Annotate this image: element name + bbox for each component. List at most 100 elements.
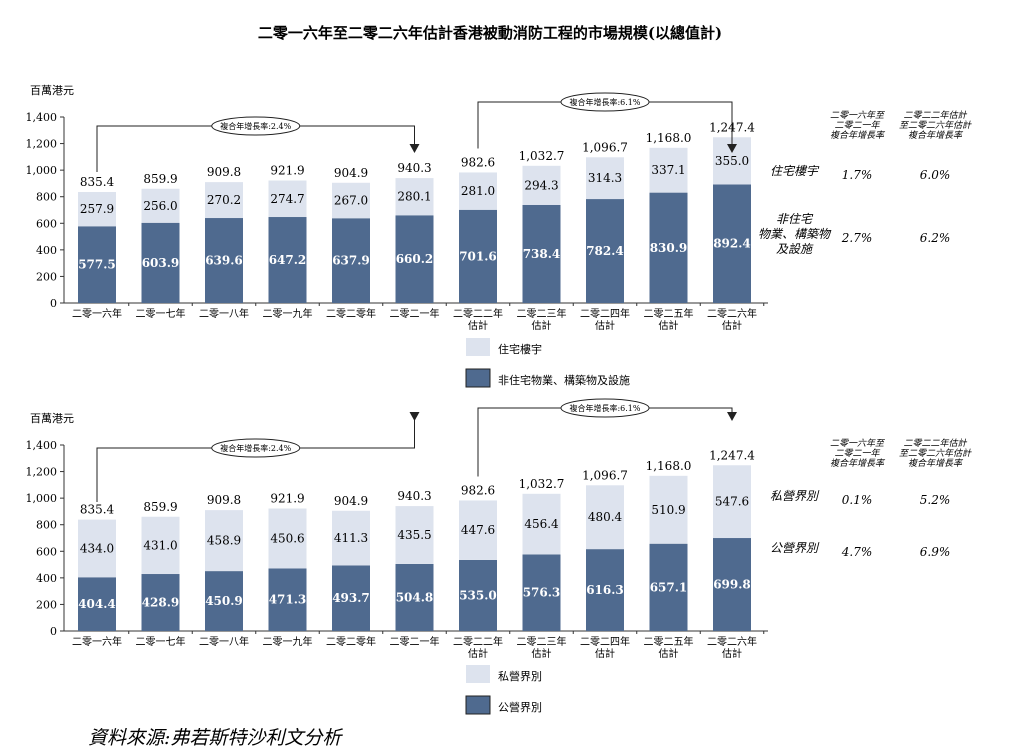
bar-dark: [649, 192, 688, 303]
x-category-label: 估計: [722, 319, 742, 332]
x-category-label: 二零二零年: [326, 635, 376, 648]
cagr-table-value: 5.2%: [920, 493, 951, 507]
bar-light: [141, 188, 180, 223]
x-category-label: 二零一六年: [72, 635, 122, 648]
bar-light-label: 355.0: [715, 154, 749, 168]
legend-label: 公營界別: [498, 701, 542, 714]
legend-swatch: [466, 338, 490, 356]
cagr-table-header: 二零二二年估計: [903, 438, 967, 449]
bar-light-label: 435.5: [397, 528, 431, 542]
bar-light: [459, 172, 497, 210]
legend-label: 非住宅物業、構築物及設施: [498, 373, 630, 387]
bar-light: [78, 519, 116, 578]
chart-private-public: 百萬港元 0 200 400 600 800 1,000 1,200 1,400 404.4 434…: [26, 398, 972, 715]
x-category-label: 二零一九年: [263, 307, 313, 320]
bar-dark-label: 493.7: [332, 591, 370, 605]
bar-dark-label: 616.3: [586, 583, 624, 597]
x-category-label: 二零二四年: [580, 307, 630, 320]
bar-dark: [395, 215, 434, 303]
bar-light: [268, 180, 307, 218]
cagr-table-row-name: 物業、構築物: [758, 227, 832, 241]
bar-dark: [332, 218, 370, 303]
y-tick-label: 0: [50, 297, 57, 310]
cagr-oval: [560, 398, 650, 418]
cagr-bracket: [477, 407, 733, 477]
y-tick-label: 600: [36, 545, 57, 558]
x-category-label: 二零二六年: [707, 635, 757, 648]
y-tick-label: 200: [36, 270, 57, 283]
bar-light-label: 270.2: [207, 193, 241, 207]
cagr-label: 複合年增長率:2.4%: [220, 121, 291, 131]
bar-total-label: 1,096.7: [582, 468, 628, 482]
x-category-label: 估計: [532, 319, 552, 332]
x-category-label: 二零二六年: [707, 307, 757, 320]
bar-total-label: 1,168.0: [646, 131, 692, 145]
bar-dark: [78, 226, 116, 303]
bar-dark-label: 450.9: [205, 594, 243, 608]
x-category-label: 估計: [659, 319, 679, 332]
y-tick-label: 600: [36, 217, 57, 230]
bar-light-label: 447.6: [461, 523, 495, 537]
cagr-table-header: 複合年增長率: [908, 458, 964, 469]
cagr-table-row-name: 公營界別: [770, 541, 820, 555]
bar-dark-label: 535.0: [459, 588, 497, 602]
bar-dark: [649, 543, 688, 631]
bar-light-label: 274.7: [270, 192, 304, 206]
bar-total-label: 859.9: [143, 172, 177, 186]
legend-label: 私營界別: [498, 670, 542, 683]
bar-total-label: 904.9: [334, 166, 368, 180]
bar-total-label: 1,168.0: [646, 459, 692, 473]
bar-light-label: 431.0: [143, 538, 177, 552]
bar-light-label: 547.6: [715, 495, 749, 509]
cagr-oval: [211, 438, 301, 458]
x-category-label: 二零一九年: [263, 635, 313, 648]
cagr-label: 複合年增長率:2.4%: [220, 443, 291, 453]
bar-dark-label: 504.8: [396, 590, 434, 604]
bar-light: [205, 510, 243, 572]
bar-dark: [141, 222, 180, 303]
bar-light: [205, 182, 243, 219]
bar-dark-label: 830.9: [650, 241, 688, 255]
bar-total-label: 835.4: [80, 175, 115, 189]
x-category-label: 二零二二年: [453, 307, 503, 320]
bar-total-label: 1,096.7: [582, 140, 628, 154]
x-category-label: 二零一八年: [199, 635, 249, 648]
cagr-oval: [211, 116, 301, 136]
bar-dark-label: 647.2: [269, 253, 307, 267]
x-category-label: 估計: [468, 319, 488, 332]
cagr-table-header: 二零一六年至: [830, 110, 886, 121]
cagr-table-value: 4.7%: [841, 545, 873, 559]
bar-dark-label: 471.3: [269, 593, 307, 607]
x-category-label: 二零二零年: [326, 307, 376, 320]
cagr-table-header: 複合年增長率: [908, 130, 964, 141]
bar-dark-label: 577.5: [78, 258, 116, 272]
bar-light: [332, 510, 370, 566]
bar-light: [522, 493, 561, 555]
bar-total-label: 909.8: [207, 165, 241, 179]
y-unit-label: 百萬港元: [30, 412, 74, 425]
bar-light: [459, 500, 497, 560]
cagr-arrowhead: [727, 412, 737, 421]
legend-swatch: [466, 665, 490, 683]
bar-dark: [586, 199, 624, 303]
x-category-label: 二零二一年: [390, 635, 440, 648]
bar-total-label: 921.9: [270, 164, 304, 178]
bar-dark: [395, 563, 434, 631]
bar-light: [586, 485, 624, 550]
bar-light: [522, 165, 561, 205]
bar-light: [141, 516, 180, 575]
bar-dark: [78, 577, 116, 631]
x-category-label: 二零二三年: [517, 307, 567, 320]
bar-light: [268, 508, 307, 569]
bar-dark: [141, 574, 180, 631]
bar-dark: [586, 549, 624, 631]
x-category-label: 二零二五年: [644, 635, 694, 648]
x-category-label: 二零二四年: [580, 635, 630, 648]
cagr-arrowhead: [409, 144, 420, 153]
cagr-table-header: 至二零二六年估計: [899, 448, 972, 459]
cagr-table-value: 1.7%: [842, 168, 873, 182]
cagr-table-header: 複合年增長率: [830, 130, 886, 141]
cagr-arrowhead: [727, 144, 737, 153]
x-category-label: 估計: [468, 647, 488, 660]
